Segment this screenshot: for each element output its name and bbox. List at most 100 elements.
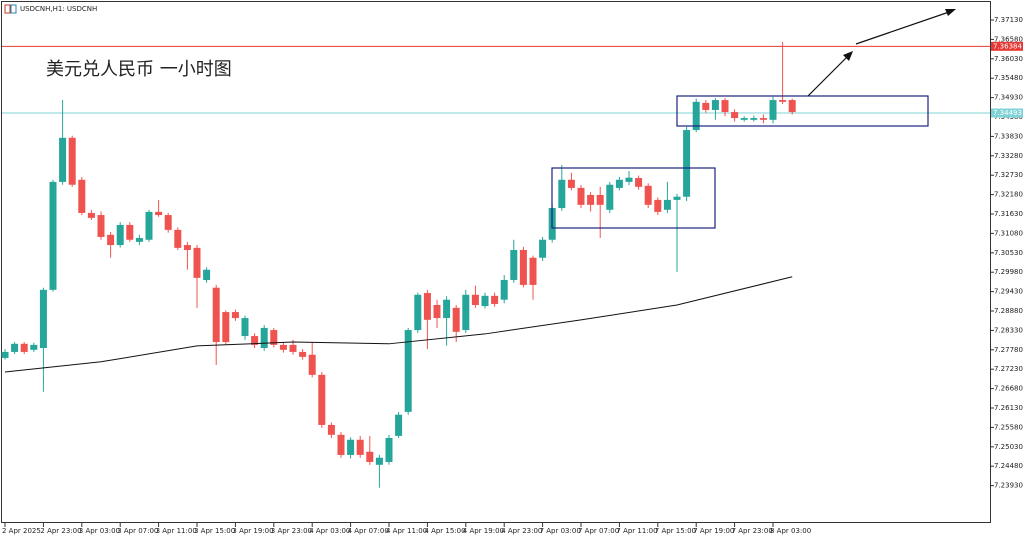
x-tick-label: 7 Apr 23:00 — [732, 527, 773, 535]
price-tag-label: 7.36384 — [993, 42, 1022, 50]
price-tag — [991, 108, 1023, 118]
x-tick-label: 7 Apr 19:00 — [693, 527, 734, 535]
plot-frame — [1, 1, 991, 523]
candle-body — [769, 100, 777, 120]
candle-body — [539, 239, 547, 258]
moving-average — [4, 276, 793, 373]
candle-body — [260, 327, 268, 349]
candle-body — [337, 434, 345, 455]
x-tick-label: 4 Apr 03:00 — [309, 527, 350, 535]
candle-body — [155, 211, 163, 216]
marks — [1, 41, 990, 488]
arrow-head — [945, 9, 956, 16]
candle-body — [692, 101, 700, 131]
candle-body — [731, 112, 739, 119]
y-tick-label: 7.28880 — [994, 307, 1023, 315]
x-tick-label: 3 Apr 19:00 — [232, 527, 273, 535]
candle-body — [644, 185, 652, 205]
x-tick-label: 4 Apr 07:00 — [348, 527, 389, 535]
candle-body — [366, 451, 374, 462]
y-tick-label: 7.29980 — [994, 268, 1023, 276]
x-tick-label: 3 Apr 03:00 — [79, 527, 120, 535]
candle-body — [414, 294, 422, 331]
candle-body — [1, 351, 9, 358]
candle-body — [635, 178, 643, 187]
candle-body — [30, 344, 38, 350]
symbol-label: USDCNH,H1: USDCNH — [20, 5, 97, 13]
candle-body — [203, 269, 211, 280]
y-tick-label: 7.26680 — [994, 385, 1023, 393]
candle-body — [270, 330, 278, 345]
candle-body — [241, 318, 249, 337]
y-tick-label: 7.34930 — [994, 94, 1023, 102]
candle-body — [567, 179, 575, 188]
range-box — [676, 95, 929, 127]
arrow-head — [843, 51, 853, 61]
candle-body — [193, 247, 201, 278]
candle-body — [779, 100, 787, 102]
annotations — [551, 9, 956, 229]
candle-body — [702, 102, 710, 110]
candle-body — [126, 224, 134, 240]
candle-body — [164, 215, 172, 230]
range-box — [551, 167, 716, 229]
candle-body — [20, 343, 28, 352]
candle-body — [97, 215, 105, 237]
candle-body — [788, 100, 796, 113]
x-tick-label: 2 Apr 23:00 — [40, 527, 81, 535]
x-tick-label: 4 Apr 19:00 — [463, 527, 504, 535]
x-tick-label: 3 Apr 07:00 — [117, 527, 158, 535]
y-tick-label: 7.27780 — [994, 346, 1023, 354]
x-tick-label: 3 Apr 15:00 — [194, 527, 235, 535]
candle-body — [299, 351, 307, 357]
candle-body — [510, 249, 518, 280]
candle-body — [385, 437, 393, 462]
x-tick-label: 4 Apr 11:00 — [386, 527, 427, 535]
candle-body — [711, 100, 719, 110]
candle-body — [471, 294, 479, 306]
y-tick-label: 7.29430 — [994, 288, 1023, 296]
candle-body — [11, 343, 19, 352]
y-tick-label: 7.24480 — [994, 462, 1023, 470]
candle-body — [59, 137, 67, 182]
candle-body — [49, 181, 57, 290]
candle-body — [519, 249, 527, 285]
x-tick-label: 7 Apr 07:00 — [578, 527, 619, 535]
y-tick-label: 7.25030 — [994, 443, 1023, 451]
y-tick-label: 7.28330 — [994, 326, 1023, 334]
x-tick-label: 4 Apr 23:00 — [501, 527, 542, 535]
candle-body — [759, 118, 767, 120]
y-tick-label: 7.26130 — [994, 404, 1023, 412]
arrow — [855, 10, 953, 45]
candle-body — [395, 414, 403, 436]
candle-body — [443, 299, 451, 319]
candle-body — [404, 330, 412, 412]
y-tick-label: 7.35480 — [994, 74, 1023, 82]
candle-body — [481, 295, 489, 307]
candle-body — [596, 194, 604, 205]
x-tick-label: 7 Apr 15:00 — [655, 527, 696, 535]
price-tag — [991, 41, 1023, 51]
candle-body — [308, 354, 316, 375]
candle-body — [750, 118, 758, 120]
candle-body — [279, 344, 287, 350]
candle-body — [39, 289, 47, 349]
x-tick-label: 3 Apr 23:00 — [271, 527, 312, 535]
candle-body — [587, 194, 595, 205]
x-tick-label: 8 Apr 03:00 — [770, 527, 811, 535]
candle-body — [78, 179, 86, 213]
candle-body — [740, 118, 748, 120]
candle-body — [327, 424, 335, 435]
candle-body — [356, 439, 364, 455]
price-tag-label: 7.34493 — [993, 109, 1022, 117]
candle-body — [212, 287, 220, 343]
candle-body — [289, 344, 297, 352]
y-tick-label: 7.33830 — [994, 132, 1023, 140]
y-tick-label: 7.23930 — [994, 482, 1023, 490]
y-tick-label: 7.25580 — [994, 423, 1023, 431]
y-tick-label: 7.31630 — [994, 210, 1023, 218]
candle-body — [107, 234, 115, 246]
chart-title: 美元兑人民币 一小时图 — [46, 59, 232, 80]
